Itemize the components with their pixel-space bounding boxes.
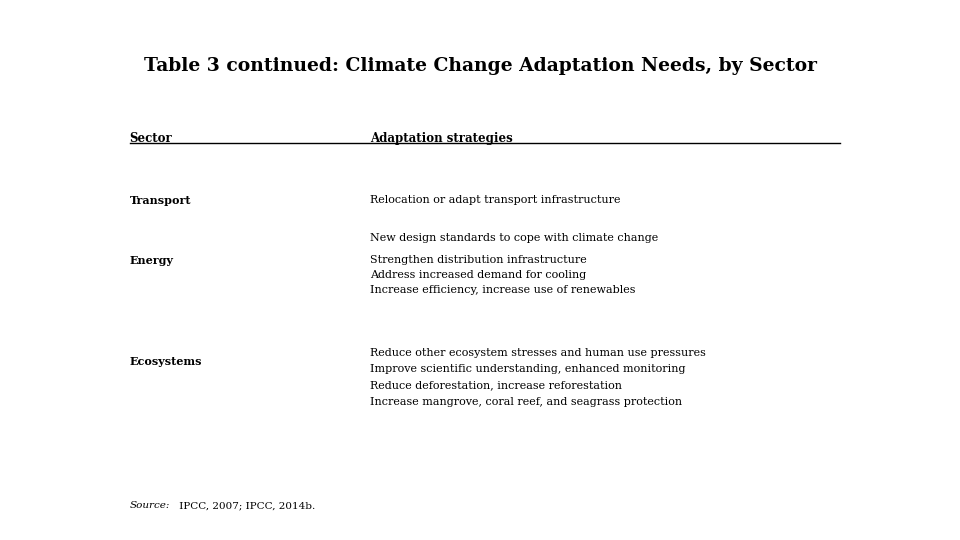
Text: Improve scientific understanding, enhanced monitoring: Improve scientific understanding, enhanc… [370,364,685,375]
Text: Reduce deforestation, increase reforestation: Reduce deforestation, increase reforesta… [370,381,622,391]
Text: Reduce other ecosystem stresses and human use pressures: Reduce other ecosystem stresses and huma… [370,348,706,359]
Text: New design standards to cope with climate change: New design standards to cope with climat… [370,233,658,244]
Text: Strengthen distribution infrastructure: Strengthen distribution infrastructure [370,255,587,265]
Text: IPCC, 2007; IPCC, 2014b.: IPCC, 2007; IPCC, 2014b. [176,501,315,510]
Text: Sector: Sector [130,132,173,145]
Text: Increase mangrove, coral reef, and seagrass protection: Increase mangrove, coral reef, and seagr… [370,397,682,407]
Text: Adaptation strategies: Adaptation strategies [370,132,513,145]
Text: Ecosystems: Ecosystems [130,356,203,367]
Text: Increase efficiency, increase use of renewables: Increase efficiency, increase use of ren… [370,285,636,295]
Text: Relocation or adapt transport infrastructure: Relocation or adapt transport infrastruc… [370,195,620,206]
Text: Table 3 continued: Climate Change Adaptation Needs, by Sector: Table 3 continued: Climate Change Adapta… [143,57,817,75]
Text: Source:: Source: [130,501,170,510]
Text: Energy: Energy [130,255,174,266]
Text: Address increased demand for cooling: Address increased demand for cooling [370,270,586,280]
Text: Transport: Transport [130,195,191,206]
